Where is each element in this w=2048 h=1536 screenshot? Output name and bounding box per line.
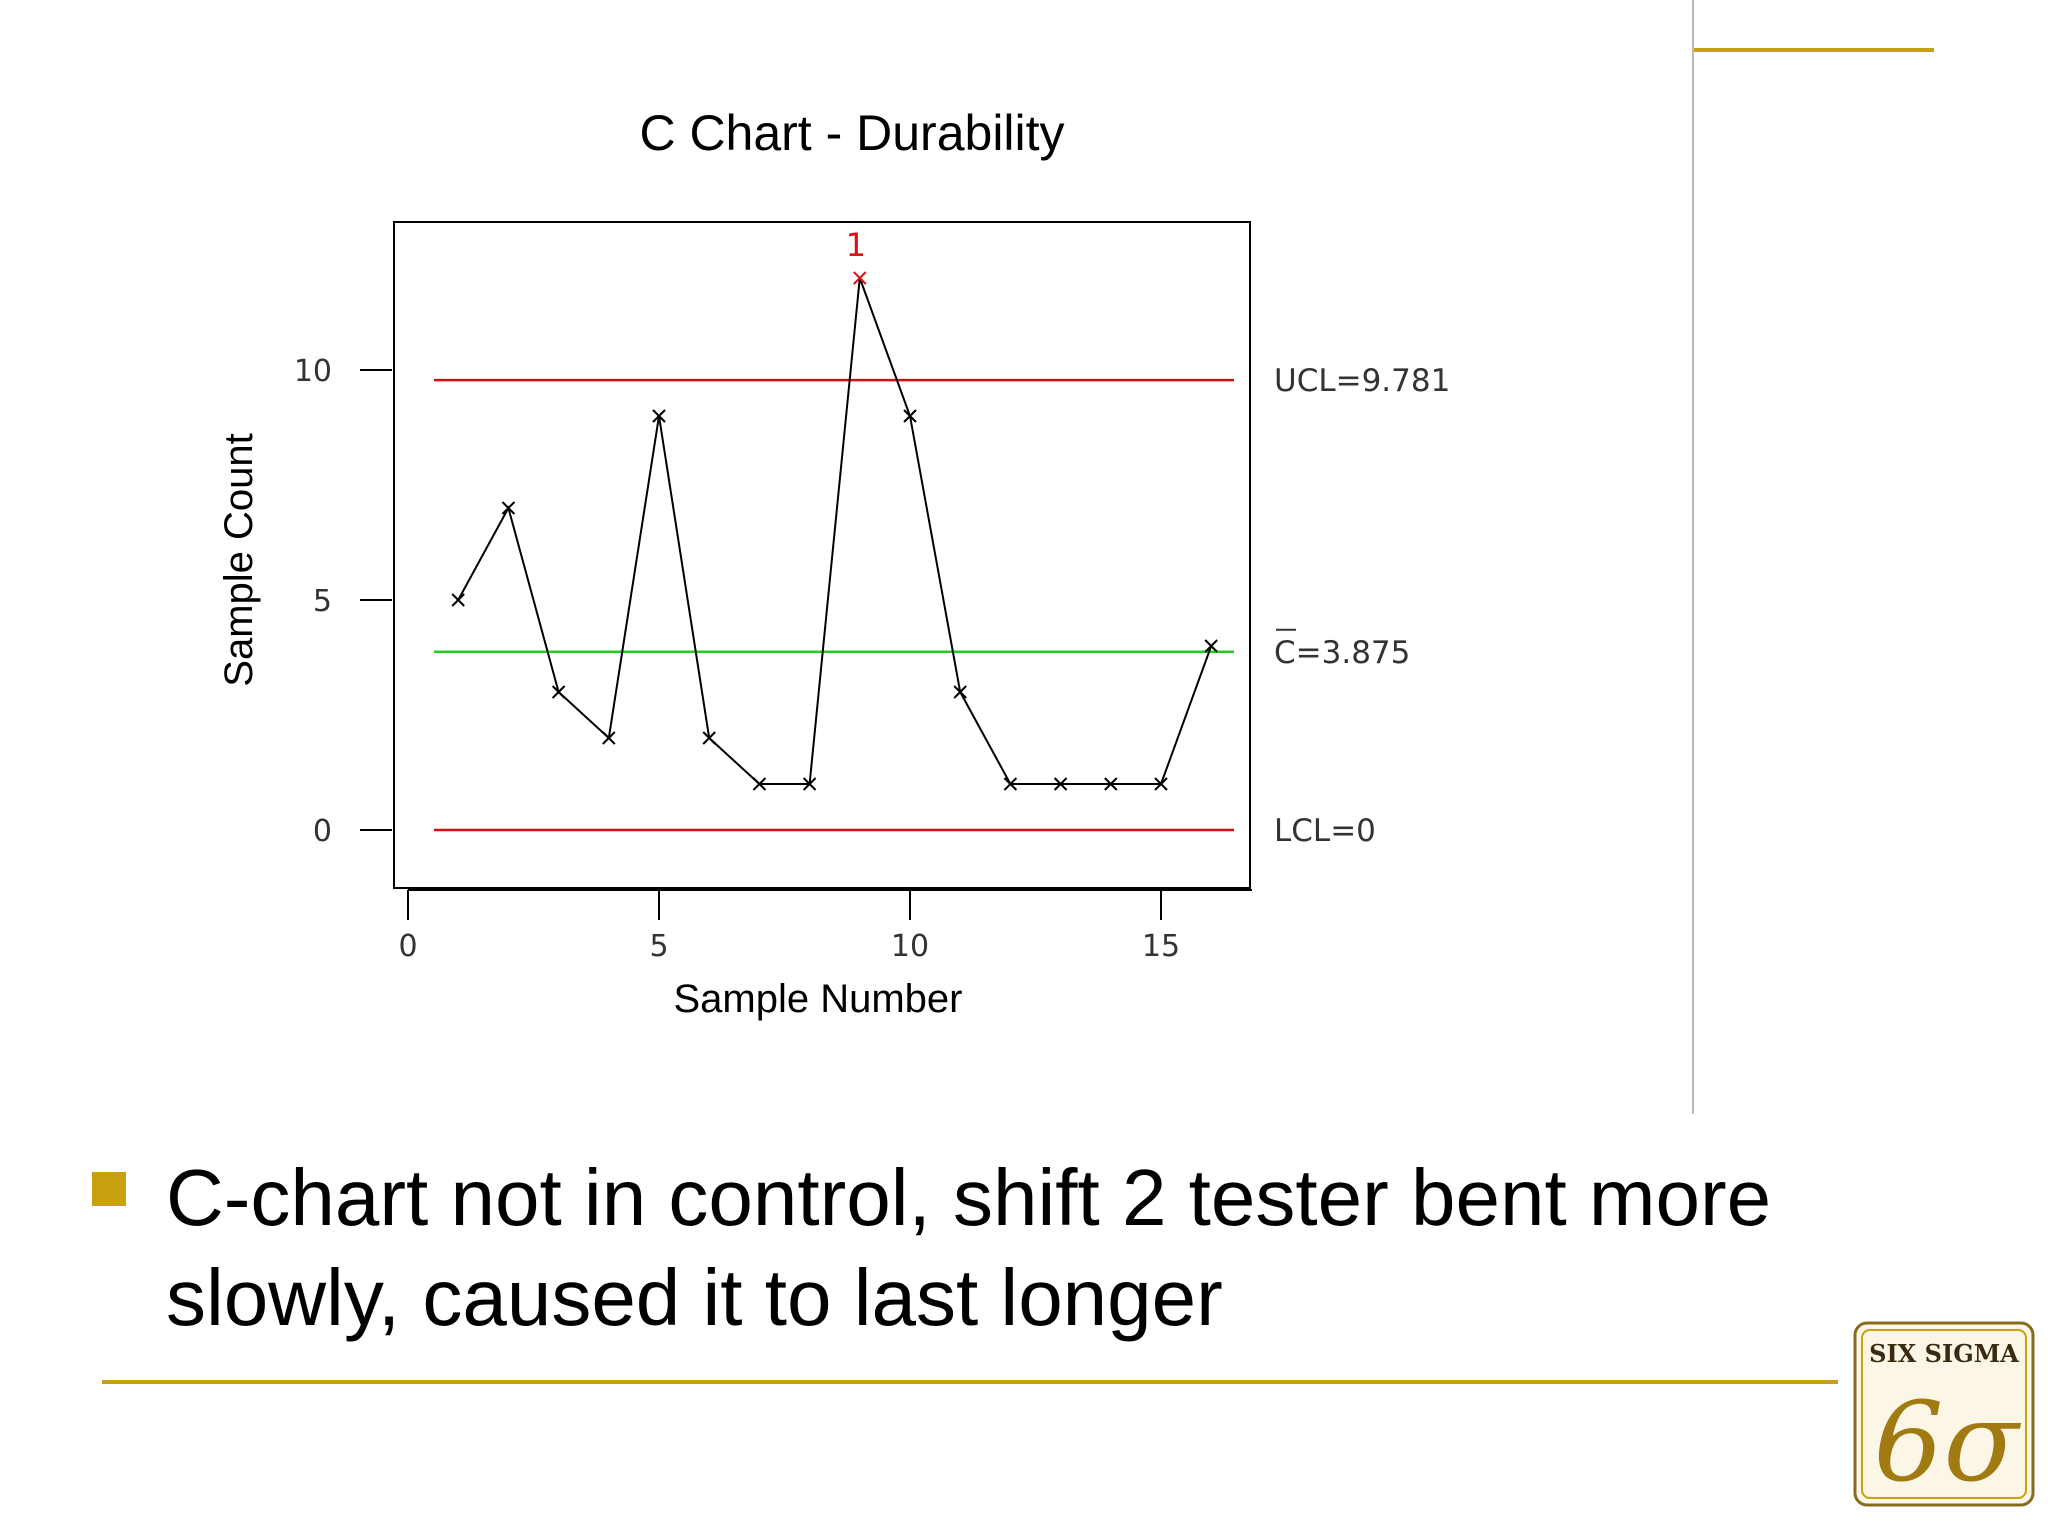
marker-stroke <box>853 271 867 285</box>
data-point-marker <box>501 501 516 515</box>
chart-title: C Chart - Durability <box>639 105 1064 161</box>
marker-stroke <box>702 731 716 745</box>
marker-stroke <box>1154 777 1168 791</box>
marker-stroke <box>903 409 917 423</box>
data-point-marker <box>1053 777 1068 791</box>
marker-stroke <box>1053 777 1068 791</box>
data-point-marker <box>1154 777 1168 791</box>
data-point-marker <box>602 731 616 745</box>
data-point-marker <box>551 685 566 699</box>
y-axis-label: Sample Count <box>217 433 261 686</box>
x-tick-label: 5 <box>649 929 668 964</box>
vertical-divider <box>1692 0 1694 1114</box>
x-axis-label: Sample Number <box>673 977 962 1021</box>
marker-stroke <box>652 409 666 423</box>
marker-stroke <box>1104 777 1118 791</box>
control-label-lcl: LCL=0 <box>1274 813 1376 849</box>
data-point-marker <box>1003 777 1018 791</box>
y-tick-label: 10 <box>294 354 332 389</box>
data-series: 1 <box>451 226 1218 791</box>
control-lines: UCL=9.781 C=3.875 LCL=0 <box>434 363 1450 849</box>
y-tick-label: 0 <box>313 814 332 849</box>
marker-stroke <box>602 731 616 745</box>
marker-stroke <box>1204 639 1218 653</box>
marker-stroke <box>501 501 516 515</box>
series-line <box>457 277 1213 785</box>
x-axis: 0 5 10 15 <box>398 889 1252 964</box>
data-point-marker <box>752 777 767 791</box>
marker-stroke <box>451 593 465 607</box>
x-tick-label: 0 <box>398 929 417 964</box>
marker-stroke <box>551 685 566 699</box>
data-point-marker <box>802 777 817 791</box>
data-point-marker <box>903 409 917 423</box>
data-point-marker <box>1204 639 1218 653</box>
marker-stroke <box>1003 777 1018 791</box>
logo-text: SIX SIGMA <box>1869 1339 2019 1368</box>
marker-stroke <box>752 777 767 791</box>
data-point-marker <box>652 409 666 423</box>
data-point-marker <box>853 271 867 285</box>
logo-mark: 6σ <box>1873 1378 2021 1506</box>
top-accent-rule <box>1694 48 1934 52</box>
marker-stroke <box>802 777 817 791</box>
x-tick-label: 15 <box>1142 929 1180 964</box>
bottom-accent-rule <box>102 1380 1838 1384</box>
x-tick-label: 10 <box>891 929 929 964</box>
bullet-text: C-chart not in control, shift 2 tester b… <box>166 1153 1772 1342</box>
data-point-marker <box>953 685 967 699</box>
y-axis: 0 5 10 <box>294 354 392 849</box>
marker-stroke <box>953 685 967 699</box>
control-label-c-bar: C=3.875 <box>1274 635 1410 671</box>
six-sigma-logo: SIX SIGMA 6σ <box>1853 1321 2035 1507</box>
c-chart: C Chart - Durability 0 5 10 0 5 10 15 UCL=9.7… <box>217 105 1450 1021</box>
bullet-marker <box>92 1172 126 1206</box>
data-point-marker <box>451 593 465 607</box>
data-point-marker <box>1104 777 1118 791</box>
plot-frame <box>393 221 1251 889</box>
y-tick-label: 5 <box>313 584 332 619</box>
control-label-ucl: UCL=9.781 <box>1274 363 1450 399</box>
data-point-marker <box>702 731 716 745</box>
out-of-control-flag: 1 <box>846 226 866 264</box>
